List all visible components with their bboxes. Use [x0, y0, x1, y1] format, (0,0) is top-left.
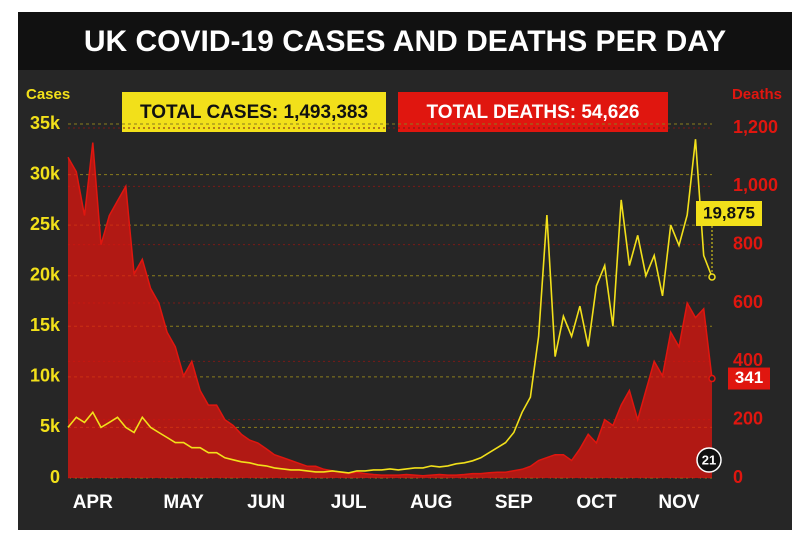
- value-label: 19,875: [703, 203, 755, 222]
- y2-tick-label: 800: [733, 233, 763, 253]
- area-edge: [67, 142, 713, 477]
- end-point: [708, 374, 716, 383]
- x-tick-label: MAY: [163, 492, 204, 513]
- value-label: 341: [735, 368, 763, 387]
- x-tick-label: SEP: [495, 492, 533, 513]
- y-tick-label: 25k: [30, 214, 61, 234]
- total-box: [398, 92, 668, 132]
- y-tick-label: 10k: [30, 366, 61, 386]
- y2-tick-label: 600: [733, 292, 763, 312]
- x-tick-label: APR: [73, 492, 113, 513]
- x-tick-label: OCT: [576, 492, 617, 513]
- title-bar: [18, 12, 792, 70]
- end-point: [708, 273, 716, 281]
- badge-circle: [696, 447, 722, 473]
- badge: 21: [702, 452, 716, 467]
- y2-tick-label: 200: [733, 408, 763, 428]
- area: [68, 142, 712, 478]
- value-label-box: [728, 367, 770, 390]
- chart-title: UK COVID-19 CASES AND DEATHS PER DAY: [84, 25, 726, 58]
- total-box: [122, 92, 386, 132]
- value-label-box: [696, 201, 762, 226]
- x-tick-label: JUN: [247, 492, 285, 513]
- y2-axis-title: Deaths: [732, 86, 782, 103]
- y-tick-label: 15k: [30, 315, 61, 335]
- y-tick-label: 5k: [40, 416, 61, 436]
- x-tick-label: JUL: [331, 492, 367, 513]
- y-tick-label: 30k: [30, 163, 61, 183]
- y-tick-label: 0: [50, 467, 60, 487]
- y2-tick-label: 1,000: [733, 175, 778, 195]
- y-axis-title: Cases: [26, 86, 70, 103]
- y2-tick-label: 1,200: [733, 117, 778, 137]
- y-tick-label: 20k: [30, 264, 61, 284]
- total-cases: TOTAL CASES: 1,493,383: [140, 102, 368, 123]
- y2-tick-label: 400: [733, 350, 763, 370]
- y2-tick-label: 0: [733, 467, 743, 487]
- x-tick-label: NOV: [658, 492, 700, 513]
- x-tick-label: AUG: [410, 492, 452, 513]
- y-tick-label: 35k: [30, 113, 61, 133]
- line: [67, 139, 713, 474]
- total-deaths: TOTAL DEATHS: 54,626: [427, 102, 640, 123]
